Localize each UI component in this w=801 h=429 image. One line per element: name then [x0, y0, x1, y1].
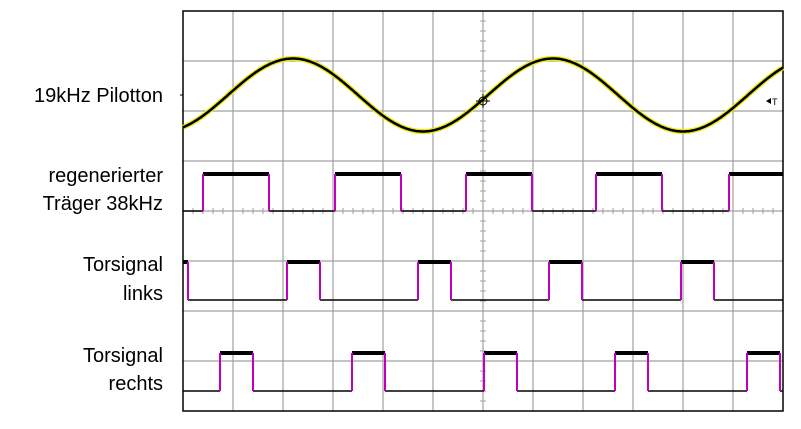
label-left-line2: links	[122, 283, 163, 305]
trigger-arrow-icon	[766, 98, 771, 104]
trigger-marker: T	[772, 97, 778, 107]
label-pilot: 19kHz Pilotton	[34, 85, 163, 107]
label-right-line2: rechts	[108, 373, 163, 395]
traces	[182, 56, 785, 392]
label-right-line1: Torsignal	[82, 345, 163, 367]
label-left-line1: Torsignal	[82, 254, 163, 276]
label-carrier-line1: regenerierter	[48, 165, 163, 187]
label-carrier-line2: Träger 38kHz	[42, 193, 163, 215]
